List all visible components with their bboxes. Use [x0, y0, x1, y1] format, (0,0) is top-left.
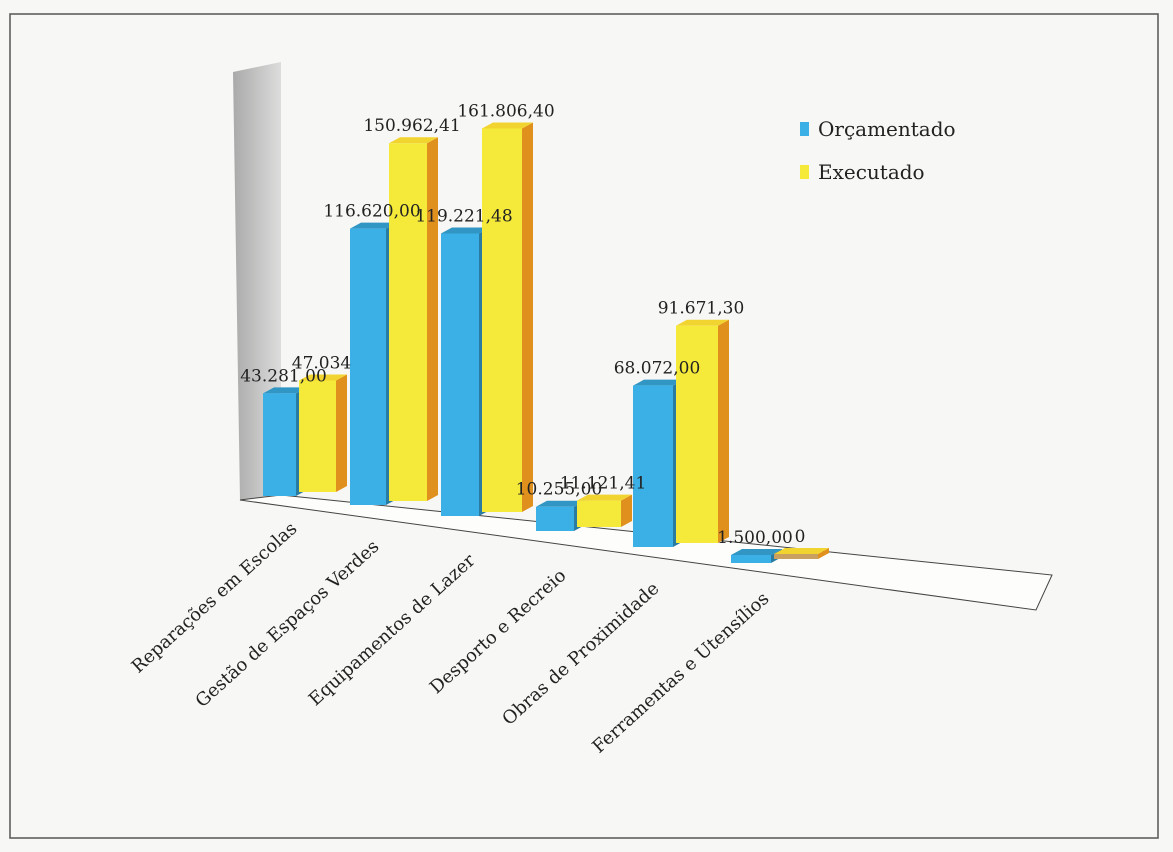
bar-side-face — [718, 319, 729, 543]
bar-top-face — [482, 122, 533, 129]
data-label-executado-0: 47.034 — [292, 354, 351, 374]
bar-side-face — [522, 122, 533, 512]
legend-label-series-0: Orçamentado — [818, 117, 956, 141]
bar-top-face — [731, 549, 782, 555]
bar-executado-4 — [676, 319, 729, 543]
bar-top-face — [350, 222, 397, 229]
bar-top-face — [633, 379, 684, 386]
data-label-orcamentado-2: 119.221,48 — [415, 206, 512, 226]
bar-side-face — [427, 137, 438, 501]
bar-front-face — [350, 228, 386, 505]
chart-floor — [239, 494, 1053, 611]
legend-swatch-series-0 — [800, 122, 809, 136]
bar-front-face — [441, 233, 479, 516]
bar-top-face — [774, 548, 829, 554]
data-label-orcamentado-3: 10.255,00 — [516, 480, 603, 500]
bar-top-face — [676, 319, 729, 326]
bar-front-face — [299, 380, 336, 492]
legend: Orçamentado Executado — [800, 117, 956, 184]
bar-front-face — [482, 128, 522, 512]
bar-executado-1 — [389, 137, 438, 501]
bar-side-face — [336, 374, 347, 492]
bar-executado-2 — [482, 122, 533, 512]
bar-executado-3 — [577, 494, 632, 527]
data-label-orcamentado-4: 68.072,00 — [614, 359, 701, 379]
bar-front-face — [577, 500, 621, 527]
bar-top-face — [299, 374, 347, 381]
bar-front-face — [676, 325, 718, 543]
data-label-orcamentado-1: 116.620,00 — [323, 202, 420, 222]
bar-front-face — [731, 555, 771, 563]
data-label-executado-5: 0 — [795, 527, 806, 547]
bar-top-face — [577, 494, 632, 501]
data-label-executado-2: 161.806,40 — [457, 102, 554, 122]
bar-front-face — [774, 554, 818, 559]
category-label-0: Reparações em Escolas — [128, 518, 302, 677]
bar-top-face — [536, 500, 585, 507]
bar-executado-5 — [774, 548, 829, 559]
bar-side-face — [621, 494, 632, 527]
bar-side-face — [818, 548, 829, 559]
bars-group — [263, 122, 829, 563]
data-label-orcamentado-5: 1.500,00 — [717, 528, 793, 548]
bar-front-face — [389, 143, 427, 501]
data-label-executado-4: 91.671,30 — [658, 299, 745, 319]
bar-front-face — [536, 506, 574, 531]
category-label-1: Gestão de Espaços Verdes — [192, 536, 384, 712]
data-label-executado-1: 150.962,41 — [363, 116, 460, 136]
chart-border — [9, 13, 1159, 839]
bar-top-face — [441, 227, 490, 234]
bar-top-face — [263, 387, 307, 394]
bar-executado-0 — [299, 374, 347, 492]
data-label-executado-3: 11.121,41 — [560, 474, 647, 494]
bar-front-face — [633, 385, 673, 547]
legend-swatch-series-1 — [800, 165, 809, 179]
bar-front-face — [263, 393, 296, 496]
data-label-orcamentado-0: 43.281,00 — [240, 366, 327, 386]
bar-top-face — [389, 137, 438, 144]
legend-label-series-1: Executado — [818, 160, 925, 184]
